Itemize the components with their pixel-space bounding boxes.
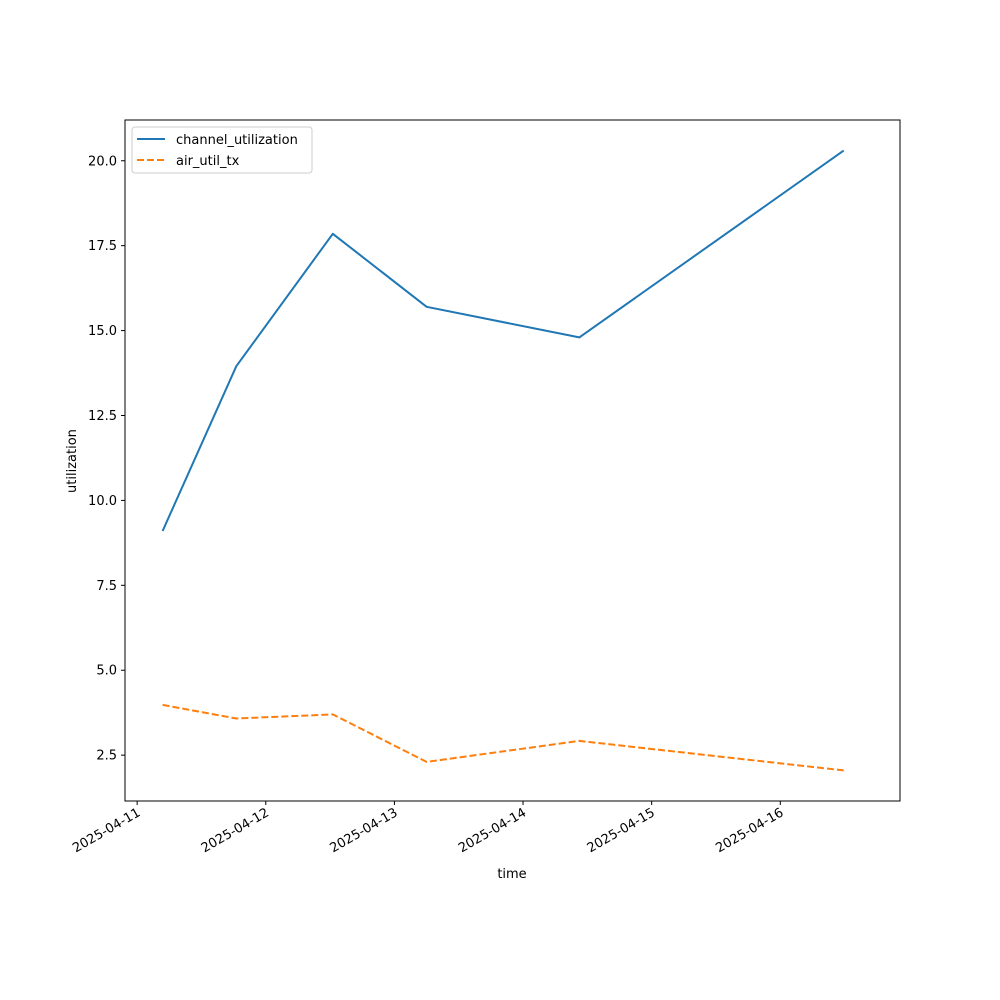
y-tick-label: 20.0 bbox=[88, 154, 117, 169]
x-axis-label: time bbox=[497, 867, 526, 882]
y-tick-label: 10.0 bbox=[88, 494, 117, 509]
legend-box bbox=[131, 126, 313, 174]
y-tick-label: 2.5 bbox=[96, 749, 117, 764]
legend-label-air-util-tx: air_util_tx bbox=[176, 154, 240, 169]
legend-label-channel-utilization: channel_utilization bbox=[176, 133, 298, 148]
plot-background bbox=[125, 120, 900, 801]
y-tick-label: 7.5 bbox=[96, 579, 117, 594]
y-tick-label: 12.5 bbox=[88, 409, 117, 424]
series-line-channel-utilization bbox=[161, 149, 845, 532]
series-line-air-util-tx bbox=[162, 703, 844, 772]
y-tick-label: 17.5 bbox=[88, 239, 117, 254]
y-axis: 2.5 5.0 7.5 10.0 12.5 15.0 17.5 20.0 bbox=[88, 154, 125, 764]
y-tick-label: 15.0 bbox=[88, 324, 117, 339]
plot-frame bbox=[124, 119, 901, 802]
y-axis-label: utilization bbox=[65, 429, 80, 493]
plot-area bbox=[125, 120, 900, 801]
y-tick-label: 5.0 bbox=[96, 664, 117, 679]
legend: channel_utilization air_util_tx bbox=[131, 126, 313, 174]
series-layer bbox=[161, 149, 845, 772]
